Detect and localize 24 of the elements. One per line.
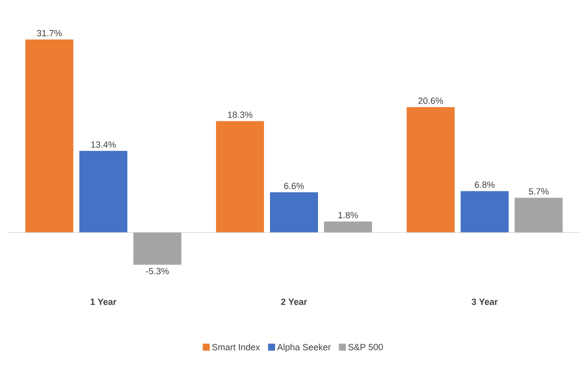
- bar: [324, 222, 372, 232]
- data-label: 5.7%: [528, 188, 549, 195]
- bar: [25, 40, 74, 232]
- data-label: 6.6%: [284, 182, 304, 190]
- data-label: 18.3%: [228, 112, 252, 118]
- x-tick-label: 1 Year: [90, 298, 116, 305]
- x-tick-label: 2 Year: [281, 298, 308, 305]
- data-label: 20.6%: [418, 98, 444, 104]
- data-label: 6.8%: [474, 182, 495, 188]
- data-label: 13.4%: [91, 141, 116, 148]
- data-label: 31.7%: [36, 30, 62, 36]
- x-tick-label: 3 Year: [472, 298, 498, 305]
- bar: [79, 150, 128, 232]
- bar: [133, 232, 182, 265]
- bar: [514, 198, 563, 232]
- legend-label: S&P 500: [348, 344, 383, 350]
- bar: [270, 192, 318, 232]
- legend-label: Smart Index: [212, 344, 260, 350]
- bar: [406, 107, 455, 232]
- bar: [216, 121, 264, 232]
- legend-label: Alpha Seeker: [277, 344, 331, 352]
- data-label: -5.3%: [146, 268, 169, 274]
- bar: [460, 191, 509, 232]
- data-label: 1.8%: [338, 212, 358, 218]
